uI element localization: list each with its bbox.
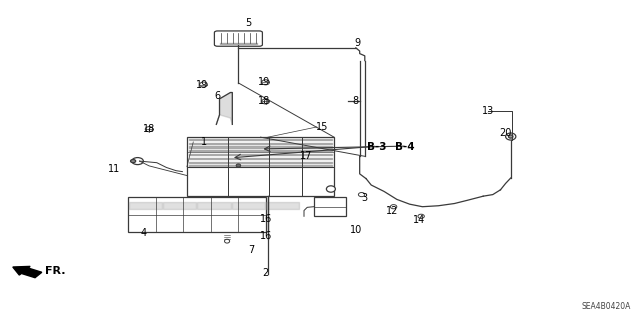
Text: B-3: B-3 [367, 142, 386, 152]
Text: FR.: FR. [45, 266, 65, 276]
Ellipse shape [131, 160, 136, 163]
Text: 15: 15 [316, 122, 328, 132]
Text: 19: 19 [257, 77, 270, 87]
Ellipse shape [509, 135, 513, 138]
Text: 9: 9 [354, 38, 360, 48]
Text: 17: 17 [300, 151, 313, 161]
Bar [314, 197, 346, 216]
Ellipse shape [200, 82, 207, 87]
Polygon shape [216, 93, 232, 124]
Text: 7: 7 [248, 245, 255, 255]
Text: SEA4B0420A: SEA4B0420A [581, 302, 630, 311]
Ellipse shape [132, 158, 143, 165]
Ellipse shape [390, 205, 397, 209]
Ellipse shape [506, 133, 516, 140]
Text: 10: 10 [350, 225, 363, 235]
Ellipse shape [262, 99, 269, 104]
Text: 4: 4 [141, 228, 147, 238]
Text: 1: 1 [200, 137, 207, 147]
Ellipse shape [225, 239, 230, 243]
Ellipse shape [326, 202, 335, 208]
Ellipse shape [326, 186, 335, 192]
Ellipse shape [236, 164, 241, 167]
Bar [187, 137, 334, 196]
Ellipse shape [418, 214, 424, 219]
Text: 3: 3 [361, 193, 367, 203]
Text: 11: 11 [108, 164, 120, 174]
FancyArrow shape [13, 266, 42, 278]
Text: 8: 8 [352, 96, 358, 107]
Bar [128, 197, 266, 232]
Text: 12: 12 [386, 205, 399, 216]
Text: 16: 16 [259, 231, 272, 241]
Text: 13: 13 [481, 106, 494, 116]
Text: 18: 18 [258, 96, 271, 107]
Text: 20: 20 [499, 128, 512, 138]
Text: 2: 2 [262, 268, 269, 278]
Text: 14: 14 [413, 215, 426, 225]
Text: 6: 6 [214, 91, 221, 101]
Text: B-4: B-4 [395, 142, 414, 152]
Ellipse shape [262, 80, 269, 85]
Ellipse shape [358, 192, 365, 197]
Text: 18: 18 [143, 124, 156, 134]
FancyBboxPatch shape [214, 31, 262, 46]
Text: 16: 16 [259, 213, 272, 224]
Text: 5: 5 [245, 18, 252, 28]
Text: 19: 19 [196, 79, 209, 90]
Ellipse shape [145, 127, 153, 132]
